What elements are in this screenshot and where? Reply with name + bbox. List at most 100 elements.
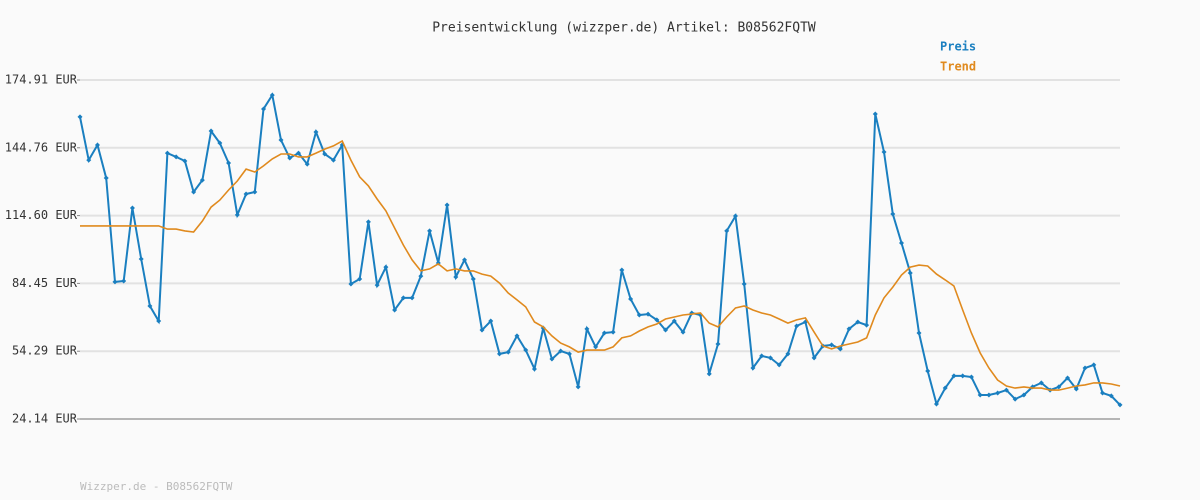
point xyxy=(313,129,319,135)
point xyxy=(1021,392,1027,398)
y-tick-label: 24.14 EUR xyxy=(12,412,78,426)
y-tick-label: 114.60 EUR xyxy=(5,208,78,222)
point xyxy=(523,347,529,353)
point xyxy=(322,151,328,157)
point xyxy=(995,390,1001,396)
point xyxy=(1038,380,1044,386)
point xyxy=(234,212,240,218)
point xyxy=(925,368,931,374)
point xyxy=(680,329,686,335)
point xyxy=(663,327,669,333)
point xyxy=(1073,386,1079,392)
footer: Wizzper.de - B08562FQTW xyxy=(80,480,233,493)
point xyxy=(261,106,267,112)
point xyxy=(531,366,537,372)
point xyxy=(348,281,354,287)
point xyxy=(899,240,905,246)
point xyxy=(558,348,564,354)
point xyxy=(243,191,249,197)
point xyxy=(182,158,188,164)
point xyxy=(890,211,896,217)
point xyxy=(383,264,389,270)
point xyxy=(514,333,520,339)
point xyxy=(732,213,738,219)
point xyxy=(636,312,642,318)
point xyxy=(977,392,983,398)
point xyxy=(295,150,301,156)
point xyxy=(269,92,275,98)
point xyxy=(759,353,765,359)
y-tick-label: 144.76 EUR xyxy=(5,140,78,154)
point xyxy=(1012,396,1018,402)
point xyxy=(287,155,293,161)
point xyxy=(968,374,974,380)
point xyxy=(584,326,590,332)
point xyxy=(785,351,791,357)
point xyxy=(147,303,153,309)
legend-entry: Trend xyxy=(940,60,976,74)
point xyxy=(365,219,371,225)
point xyxy=(741,281,747,287)
point xyxy=(164,150,170,156)
point xyxy=(103,175,109,181)
point xyxy=(479,327,485,333)
point xyxy=(881,149,887,155)
point xyxy=(1082,365,1088,371)
point xyxy=(619,267,625,273)
point xyxy=(855,319,861,325)
point xyxy=(199,177,205,183)
point xyxy=(470,276,476,282)
point xyxy=(173,154,179,160)
point xyxy=(942,385,948,391)
point xyxy=(1056,384,1062,390)
point xyxy=(715,341,721,347)
point xyxy=(601,330,607,336)
point xyxy=(505,349,511,355)
point xyxy=(654,317,660,323)
series-line xyxy=(79,92,1121,407)
point xyxy=(444,202,450,208)
point xyxy=(304,161,310,167)
point xyxy=(794,323,800,329)
y-tick-label: 84.45 EUR xyxy=(12,276,78,290)
point xyxy=(1091,362,1097,368)
point xyxy=(566,351,572,357)
point xyxy=(1003,387,1009,393)
point xyxy=(951,373,957,379)
point xyxy=(846,326,852,332)
point xyxy=(191,189,197,195)
point xyxy=(77,114,83,120)
point xyxy=(916,330,922,336)
point xyxy=(724,228,730,234)
point xyxy=(86,157,92,163)
point xyxy=(488,318,494,324)
legend-entry: Preis xyxy=(940,40,976,54)
chart-title: Preisentwicklung (wizzper.de) Artikel: B… xyxy=(432,21,816,36)
point xyxy=(1117,402,1123,408)
point xyxy=(628,296,634,302)
point xyxy=(418,273,424,279)
point xyxy=(671,318,677,324)
point xyxy=(400,295,406,301)
point xyxy=(610,329,616,335)
point xyxy=(645,311,651,317)
point xyxy=(829,342,835,348)
point xyxy=(864,322,870,328)
point xyxy=(392,307,398,313)
point xyxy=(226,160,232,166)
point xyxy=(907,270,913,276)
point xyxy=(872,111,878,117)
point xyxy=(750,365,756,371)
point xyxy=(986,392,992,398)
point xyxy=(960,373,966,379)
point xyxy=(767,355,773,361)
point xyxy=(330,157,336,163)
series-line xyxy=(80,139,1121,391)
point xyxy=(217,140,223,146)
point xyxy=(496,351,502,357)
point xyxy=(374,282,380,288)
point xyxy=(121,278,127,284)
point xyxy=(462,257,468,263)
point xyxy=(138,256,144,262)
